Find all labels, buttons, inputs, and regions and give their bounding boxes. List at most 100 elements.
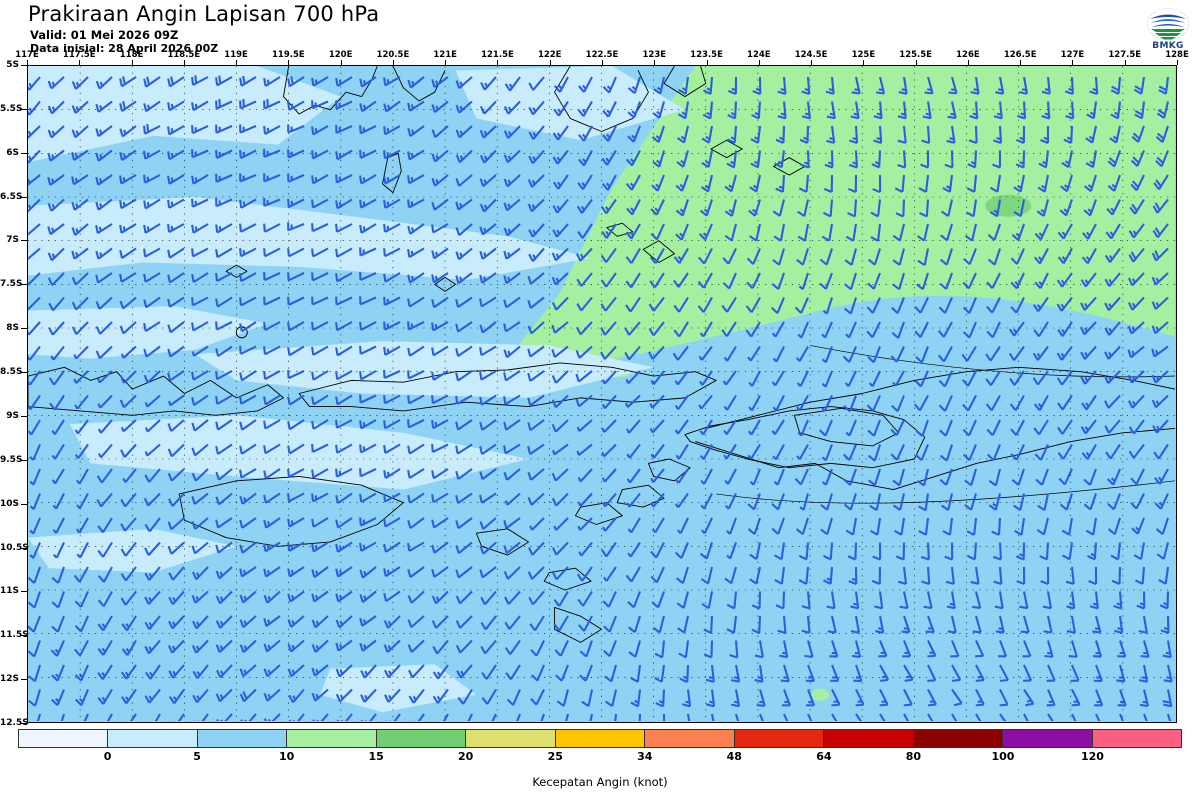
y-axis-tick-label: 12.5S: [0, 718, 29, 728]
wind-barb: [167, 198, 185, 209]
wind-barb: [431, 125, 449, 138]
wind-barb: [986, 272, 1001, 289]
wind-barb: [359, 247, 377, 257]
wind-barb: [1107, 517, 1122, 536]
wind-barb: [772, 248, 786, 266]
wind-barb: [628, 615, 642, 634]
wind-barb: [263, 615, 281, 627]
wind-barb: [845, 321, 857, 339]
wind-barb: [288, 688, 305, 704]
colorbar[interactable]: [18, 729, 1182, 748]
wind-barb: [540, 713, 545, 721]
wind-barb: [239, 664, 257, 678]
wind-barb: [527, 321, 545, 335]
wind-barb: [191, 296, 209, 307]
wind-barb: [119, 296, 137, 310]
wind-barb: [754, 640, 764, 659]
wind-barb: [359, 566, 377, 579]
wind-barb: [1057, 394, 1073, 411]
wind-barb: [1160, 615, 1170, 634]
wind-barb: [1107, 493, 1121, 511]
wind-barb: [747, 443, 761, 460]
wind-barb: [652, 150, 666, 168]
wind-barb: [796, 370, 809, 388]
wind-barb: [651, 591, 665, 609]
wind-barb: [288, 713, 305, 721]
wind-barb: [29, 542, 41, 559]
wind-barb: [972, 615, 982, 634]
wind-barb: [407, 517, 425, 530]
wind-barb: [871, 150, 882, 169]
wind-barb: [481, 688, 497, 705]
wind-barb: [432, 664, 449, 680]
wind-barb: [407, 198, 425, 209]
wind-barb: [946, 591, 956, 610]
wind-barb: [1041, 101, 1051, 120]
wind-barb: [1155, 125, 1169, 143]
wind-barb: [701, 125, 714, 144]
wind-barb: [239, 124, 257, 134]
wind-barb: [847, 199, 858, 218]
wind-barb: [1068, 640, 1078, 658]
wind-barb: [698, 394, 713, 410]
x-axis-tick-mark: [915, 60, 917, 65]
wind-barb: [407, 321, 425, 331]
wind-barb: [551, 247, 569, 262]
wind-barb: [1056, 370, 1073, 386]
wind-barb: [527, 272, 545, 285]
wind-barb: [28, 125, 41, 139]
wind-barb: [575, 370, 593, 383]
wind-barb: [925, 615, 935, 634]
wind-barb: [1152, 223, 1169, 239]
wind-barb: [97, 615, 113, 632]
wind-barb: [73, 345, 89, 360]
wind-barb: [145, 664, 161, 680]
wind-barb: [728, 76, 738, 95]
wind-barb: [479, 296, 497, 308]
wind-barb: [726, 542, 737, 560]
wind-barb: [47, 125, 65, 139]
wind-barb: [154, 713, 161, 721]
wind-barb: [553, 590, 569, 607]
wind-barb: [1143, 713, 1148, 721]
wind-barb: [359, 468, 377, 478]
wind-barb: [119, 247, 137, 259]
wind-barb: [842, 444, 857, 461]
wind-barb: [987, 444, 1001, 461]
wind-barb: [551, 492, 569, 507]
x-axis-tick-label: 117E: [15, 50, 39, 60]
wind-barb: [167, 100, 185, 112]
wind-barb: [600, 321, 617, 336]
wind-barb: [76, 492, 89, 510]
wind-barb: [1010, 272, 1025, 290]
page-title: Prakiraan Angin Lapisan 700 hPa: [28, 2, 380, 26]
wind-barb: [1104, 272, 1121, 287]
wind-barb: [723, 419, 737, 435]
wind-barb: [927, 640, 937, 658]
wind-barb: [191, 394, 209, 406]
wind-barb: [120, 345, 137, 359]
wind-barb: [239, 590, 257, 604]
wind-barb: [747, 419, 761, 436]
wind-barb: [1059, 493, 1073, 511]
wind-barb: [191, 125, 209, 135]
wind-barb: [1040, 566, 1050, 585]
wind-barb: [360, 664, 377, 679]
wind-barb: [1127, 345, 1145, 359]
wind-barb: [311, 149, 329, 160]
wind-barb: [1138, 615, 1148, 634]
wind-barb: [866, 297, 881, 314]
wind-barb: [1056, 272, 1073, 288]
x-axis-tick-label: 126.5E: [1003, 50, 1037, 60]
wind-barb: [1085, 517, 1098, 536]
wind-barb: [1156, 542, 1170, 560]
wind-barb: [74, 394, 89, 410]
wind-barb: [577, 100, 593, 117]
wind-barb: [71, 174, 89, 186]
wind-barb: [747, 493, 761, 511]
wind-forecast-map[interactable]: Sumber Data: WRF - CIPS BMKG Pusat Meteo…: [27, 65, 1177, 723]
wind-barb: [479, 125, 497, 139]
wind-barb: [144, 566, 161, 581]
wind-barb: [849, 125, 859, 144]
wind-barb: [287, 419, 305, 431]
